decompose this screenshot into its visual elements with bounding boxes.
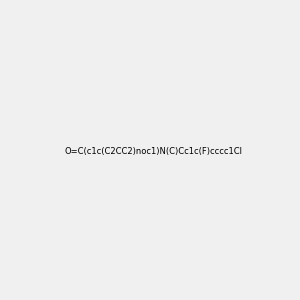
Text: O=C(c1c(C2CC2)noc1)N(C)Cc1c(F)cccc1Cl: O=C(c1c(C2CC2)noc1)N(C)Cc1c(F)cccc1Cl — [65, 147, 243, 156]
